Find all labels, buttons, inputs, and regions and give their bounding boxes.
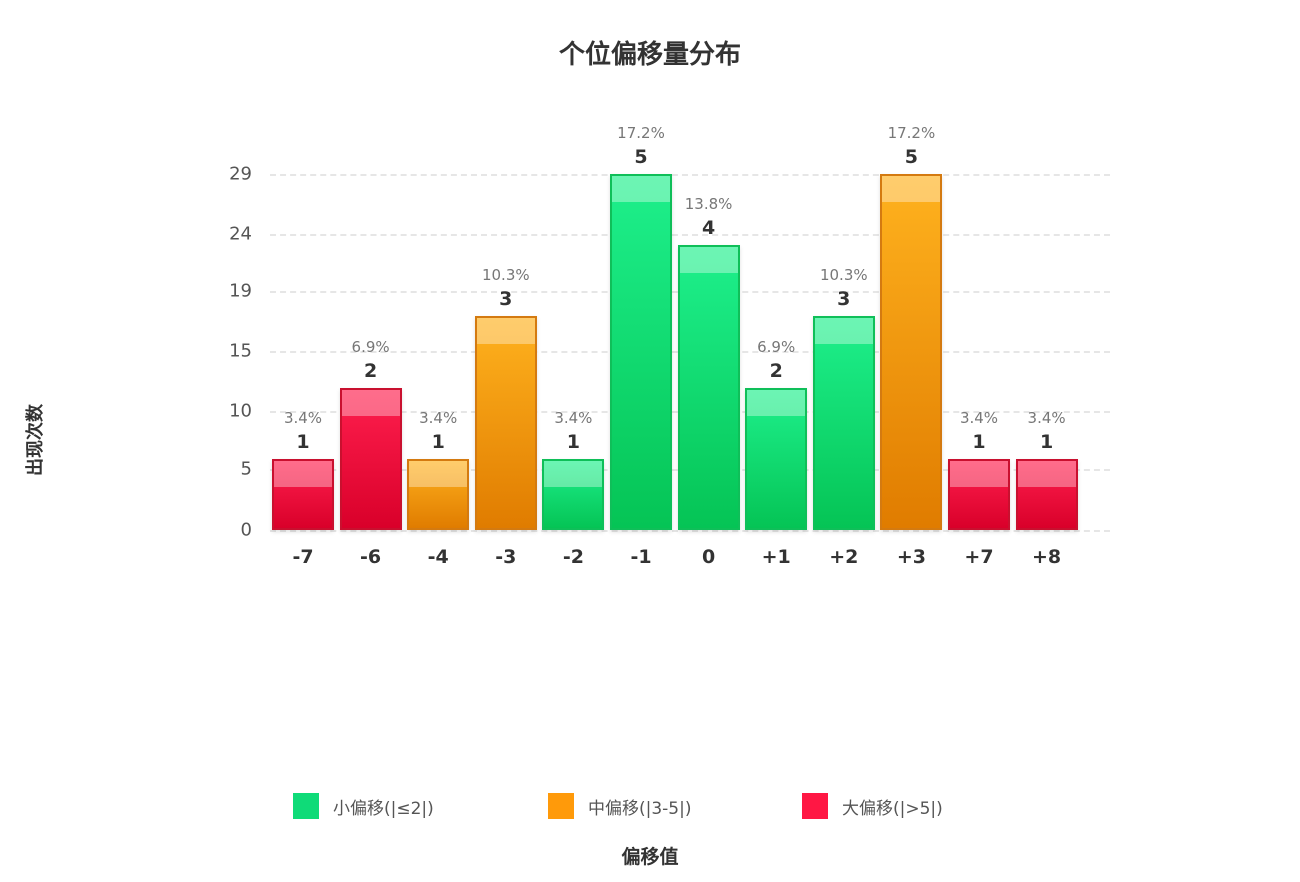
bar-+8[interactable]: [1015, 458, 1078, 530]
x-tick-label: -7: [292, 546, 314, 568]
legend-swatch: [802, 793, 828, 819]
percentage-label: 6.9%: [757, 337, 796, 356]
count-label: 2: [363, 359, 378, 382]
x-tick-label: -6: [360, 546, 382, 568]
bar-highlight: [612, 176, 670, 202]
legend-swatch: [293, 793, 319, 819]
percentage-label: 6.9%: [351, 337, 390, 356]
chart-title: 个位偏移量分布: [558, 40, 741, 70]
bar--3[interactable]: [474, 316, 537, 530]
bar--6[interactable]: [339, 387, 402, 530]
legend-item-mid[interactable]: 中偏移(|3-5|): [548, 793, 692, 819]
y-tick-label: 24: [229, 223, 252, 245]
bar-highlight: [409, 460, 468, 487]
bar-highlight: [747, 389, 806, 416]
x-tick-label: -2: [562, 546, 584, 568]
count-label: 3: [499, 288, 513, 311]
y-tick-label: 15: [229, 340, 252, 362]
legend-label: 大偏移(|>5|): [842, 798, 943, 819]
bar-highlight: [950, 460, 1008, 487]
x-tick-label: +7: [964, 546, 994, 568]
bar-+2[interactable]: [812, 316, 875, 530]
bar-+1[interactable]: [745, 387, 808, 530]
x-tick-label: +2: [829, 546, 859, 568]
bar-+7[interactable]: [948, 458, 1010, 530]
count-label: 1: [566, 430, 580, 453]
percentage-label: 17.2%: [617, 124, 665, 142]
percentage-label: 17.2%: [887, 124, 936, 142]
grid-line: [270, 234, 1110, 236]
plot-area: 0 5 10 15 19 24 29 1 3.4% 2 6.9% 1 3.4% 3 10.3% 1 3.4% 5 1…: [229, 100, 1110, 541]
x-tick-label: -3: [495, 546, 517, 568]
y-tick-label: 0: [240, 519, 252, 541]
bar-highlight: [1017, 460, 1076, 487]
count-label: 5: [904, 146, 918, 168]
bar-highlight: [814, 318, 873, 345]
x-tick-label: -1: [630, 546, 652, 568]
count-label: 4: [701, 217, 716, 240]
legend: 小偏移(|≤2|) 中偏移(|3-5|) 大偏移(|>5|): [0, 793, 1300, 823]
percentage-label: 13.8%: [684, 195, 733, 214]
bar--2[interactable]: [542, 458, 605, 530]
bar-highlight: [341, 389, 400, 416]
legend-swatch: [548, 793, 574, 819]
y-tick-label: 5: [240, 458, 252, 480]
count-label: 2: [769, 359, 783, 382]
bar-+3[interactable]: [880, 174, 943, 530]
legend-item-small[interactable]: 小偏移(|≤2|): [293, 793, 434, 819]
bar-highlight: [882, 176, 941, 202]
x-tick-label: -4: [427, 546, 449, 568]
x-axis-label: 偏移值: [621, 846, 679, 868]
y-tick-label: 19: [229, 280, 252, 302]
grid-line: [270, 174, 1110, 176]
x-tick-label: 0: [701, 546, 716, 568]
count-label: 1: [296, 430, 310, 453]
y-tick-label: 29: [229, 163, 252, 185]
bar-highlight: [274, 460, 332, 487]
x-tick-label: +8: [1032, 546, 1062, 568]
count-label: 1: [431, 430, 445, 453]
percentage-label: 3.4%: [283, 408, 323, 427]
bar--4[interactable]: [407, 458, 470, 530]
y-axis-label: 出现次数: [25, 404, 46, 476]
x-tick-label: +3: [896, 546, 926, 568]
bar--1[interactable]: [610, 174, 672, 530]
percentage-label: 10.3%: [819, 266, 868, 285]
bar-0[interactable]: [677, 245, 740, 530]
legend-item-large[interactable]: 大偏移(|>5|): [802, 793, 943, 819]
percentage-label: 3.4%: [554, 408, 593, 427]
bar-highlight: [679, 247, 738, 274]
bar-highlight: [544, 460, 603, 487]
count-label: 3: [837, 288, 851, 311]
count-label: 1: [1039, 430, 1054, 453]
count-label: 1: [972, 430, 986, 453]
y-tick-label: 10: [229, 400, 252, 422]
legend-label: 中偏移(|3-5|): [588, 798, 692, 819]
count-label: 5: [634, 146, 648, 168]
legend-label: 小偏移(|≤2|): [333, 798, 434, 819]
percentage-label: 3.4%: [419, 408, 458, 427]
percentage-label: 10.3%: [481, 266, 530, 285]
percentage-label: 3.4%: [959, 408, 999, 427]
grid-line: [270, 530, 1110, 532]
percentage-label: 3.4%: [1027, 408, 1066, 427]
bar-highlight: [476, 318, 535, 345]
x-tick-label: +1: [761, 546, 791, 568]
bar--7[interactable]: [272, 458, 334, 530]
